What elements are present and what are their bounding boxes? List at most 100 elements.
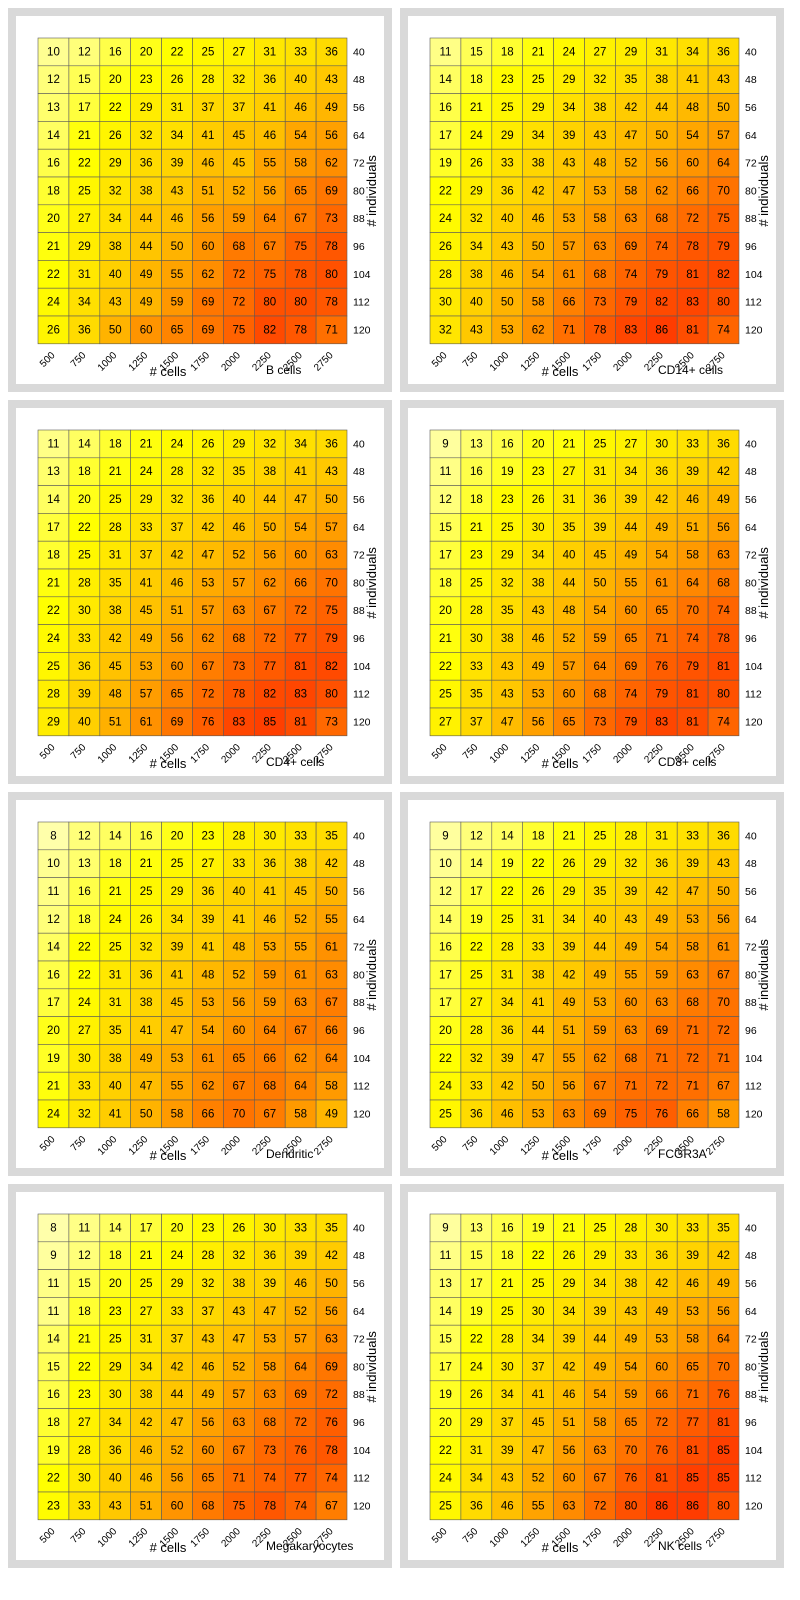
cell-value-label: 39 [563, 942, 576, 954]
cell-value-label: 68 [624, 1053, 637, 1065]
cell-value-label: 44 [140, 213, 153, 225]
cell-value-label: 9 [442, 1222, 448, 1234]
cell-value-label: 40 [563, 550, 576, 562]
cell-value-label: 60 [140, 324, 153, 336]
heatmap-cell [676, 121, 709, 150]
heatmap-cell [522, 485, 554, 514]
cell-value-label: 56 [717, 914, 730, 926]
cell-value-label: 34 [563, 914, 576, 926]
cell-value-label: 35 [325, 830, 338, 842]
cell-value-label: 28 [439, 269, 452, 281]
heatmap-cell [37, 1269, 70, 1298]
cell-value-label: 59 [655, 969, 668, 981]
cell-value-label: 59 [263, 997, 276, 1009]
cell-value-label: 20 [140, 46, 153, 58]
heatmap-cell [284, 1408, 317, 1437]
cell-value-label: 47 [171, 1417, 184, 1429]
y-tick-label: 96 [353, 1417, 365, 1429]
cell-value-label: 25 [47, 661, 60, 673]
cell-value-label: 65 [686, 1361, 699, 1373]
heatmap-cell [68, 1071, 101, 1101]
cell-value-label: 31 [263, 46, 276, 58]
cell-value-label: 43 [325, 74, 338, 86]
cell-value-label: 41 [263, 886, 276, 898]
x-tick-label: 1750 [189, 1526, 213, 1550]
y-tick-label: 80 [745, 577, 757, 589]
heatmap-cell [99, 960, 132, 990]
heatmap-cell [192, 596, 224, 625]
cell-value-label: 22 [532, 1250, 545, 1262]
cell-value-label: 71 [655, 1053, 668, 1065]
cell-value-label: 44 [263, 494, 276, 506]
heatmap-cell [429, 1352, 462, 1382]
cell-value-label: 36 [109, 1445, 122, 1457]
cell-value-label: 33 [532, 942, 545, 954]
cell-value-label: 68 [655, 213, 668, 225]
y-tick-label: 48 [353, 466, 365, 478]
heatmap-cell [99, 315, 132, 345]
cell-value-label: 40 [232, 494, 245, 506]
cell-value-label: 39 [202, 914, 215, 926]
y-tick-label: 72 [353, 550, 365, 562]
cell-value-label: 67 [325, 1500, 338, 1512]
x-tick-label: 750 [69, 742, 89, 762]
heatmap-cell [584, 1352, 616, 1382]
heatmap-cell [254, 148, 286, 178]
cell-value-label: 49 [624, 1334, 637, 1346]
heatmap-cell [460, 707, 493, 737]
cell-value-label: 71 [686, 1081, 699, 1093]
cell-value-label: 73 [594, 716, 607, 728]
cell-value-label: 34 [501, 1389, 514, 1401]
heatmap-cell [522, 1213, 554, 1243]
cell-value-label: 70 [717, 1361, 730, 1373]
heatmap-cell [130, 877, 162, 906]
heatmap-cell [553, 315, 585, 345]
cell-value-label: 26 [470, 1389, 483, 1401]
heatmap-cell [315, 1491, 348, 1521]
heatmap-cell [460, 93, 493, 122]
cell-value-label: 32 [140, 942, 153, 954]
heatmap-cell [553, 707, 585, 737]
heatmap-cell [284, 877, 317, 906]
cell-value-label: 75 [263, 269, 276, 281]
panel-cd14-cells: 11 15 18 21 24 27 29 31 34 36 14 18 23 25 29 32 35 38 41 43… [400, 8, 784, 392]
heatmap-cell [223, 1016, 255, 1045]
x-tick-label: 2750 [312, 1134, 336, 1158]
heatmap-cell [646, 65, 678, 94]
heatmap-cell [615, 679, 647, 709]
heatmap-cell [646, 204, 678, 233]
cell-value-label: 21 [563, 438, 576, 450]
cell-value-label: 47 [501, 716, 514, 728]
cell-value-label: 22 [47, 269, 60, 281]
cell-value-label: 22 [109, 102, 122, 114]
cell-value-label: 85 [263, 716, 276, 728]
heatmap-cell [615, 513, 647, 542]
cell-value-label: 69 [202, 324, 215, 336]
heatmap-cell [584, 1269, 616, 1298]
cell-value-label: 20 [171, 1222, 184, 1234]
cell-value-label: 50 [501, 297, 514, 309]
cell-value-label: 65 [202, 1473, 215, 1485]
heatmap-cell [553, 652, 585, 681]
cell-value-label: 50 [325, 886, 338, 898]
cell-value-label: 25 [78, 185, 91, 197]
cell-value-label: 20 [78, 494, 91, 506]
cell-value-label: 25 [532, 74, 545, 86]
cell-value-label: 76 [325, 1417, 338, 1429]
cell-value-label: 26 [532, 494, 545, 506]
cell-value-label: 14 [47, 494, 60, 506]
cell-value-label: 54 [624, 1361, 637, 1373]
cell-value-label: 42 [655, 1278, 668, 1290]
heatmap-cell [99, 905, 132, 934]
cell-value-label: 34 [686, 46, 699, 58]
cell-value-label: 38 [140, 997, 153, 1009]
cell-value-label: 27 [594, 46, 607, 58]
cell-value-label: 34 [171, 130, 184, 142]
cell-value-label: 39 [294, 1250, 307, 1262]
cell-value-label: 75 [232, 1500, 245, 1512]
cell-value-label: 82 [717, 269, 730, 281]
cell-value-label: 78 [686, 241, 699, 253]
heatmap-cell [223, 1269, 255, 1298]
cell-value-label: 72 [294, 1417, 307, 1429]
